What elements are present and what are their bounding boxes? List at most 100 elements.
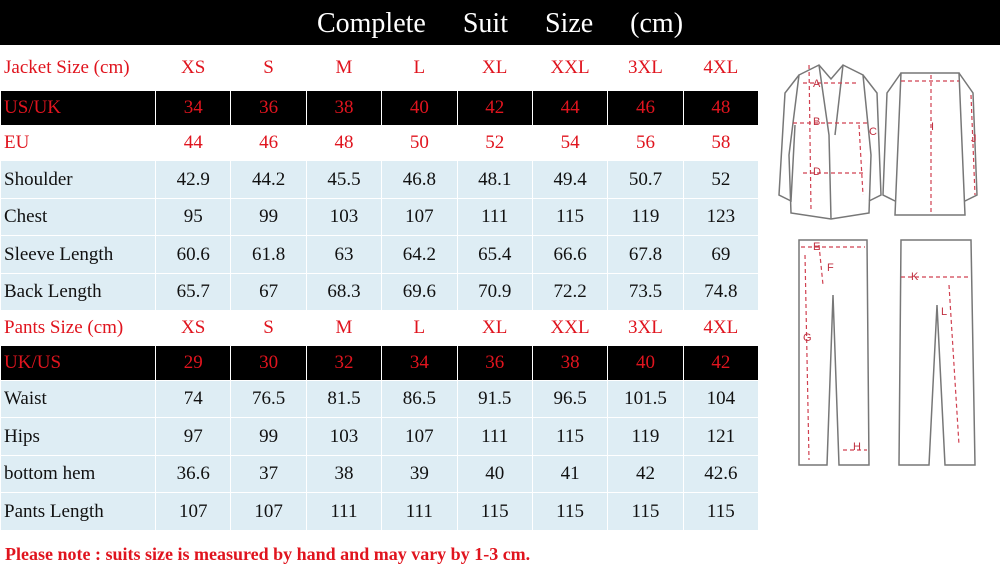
jacket-back <box>882 72 978 216</box>
diagram-label: K <box>911 271 919 283</box>
cell: 46 <box>607 90 684 126</box>
table-row: bottom hem 36.6 37 38 39 40 41 42 42.6 <box>0 455 760 493</box>
cell: 123 <box>682 198 760 236</box>
cell: S <box>230 45 307 91</box>
jacket-front <box>788 64 872 220</box>
cell: 107 <box>381 198 458 236</box>
cell: 42 <box>607 455 684 493</box>
cell: 48.1 <box>456 160 533 199</box>
cell: 76.5 <box>230 380 307 418</box>
row-label: bottom hem <box>0 455 156 493</box>
row-label: Chest <box>0 198 156 236</box>
cell: 107 <box>381 417 458 456</box>
cell: 107 <box>230 492 307 531</box>
cell: 99 <box>230 198 307 236</box>
cell: 40 <box>456 455 533 493</box>
cell: 66.6 <box>531 235 609 274</box>
cell: XXL <box>531 45 609 91</box>
title: Complete Suit Size (cm) <box>0 0 1000 45</box>
cell: 34 <box>154 90 232 126</box>
cell: 46 <box>230 125 307 161</box>
cell: 121 <box>682 417 760 456</box>
cell: 38 <box>305 90 383 126</box>
jacket-sleeve <box>778 74 800 203</box>
cell: 115 <box>531 198 609 236</box>
cell: 44 <box>154 125 232 161</box>
cell: 115 <box>682 492 760 531</box>
jacket-sleeve <box>862 74 882 202</box>
cell: 69.6 <box>381 273 458 311</box>
cell: 58 <box>682 125 760 161</box>
cell: 4XL <box>682 45 760 91</box>
cell: 104 <box>682 380 760 418</box>
cell: 74.8 <box>682 273 760 311</box>
cell: 48 <box>305 125 383 161</box>
cell: 39 <box>381 455 458 493</box>
cell: XL <box>456 45 533 91</box>
cell: 119 <box>607 198 684 236</box>
cell: 36 <box>456 345 533 381</box>
diagram-label: D <box>813 166 821 178</box>
diagram-label: I <box>931 121 934 133</box>
cell: 64.2 <box>381 235 458 274</box>
row-label: UK/US <box>0 345 156 381</box>
cell: 99 <box>230 417 307 456</box>
cell: XXL <box>531 310 609 346</box>
row-label: Jacket Size (cm) <box>0 45 156 91</box>
cell: 111 <box>305 492 383 531</box>
row-label: Shoulder <box>0 160 156 199</box>
cell: 29 <box>154 345 232 381</box>
cell: 36.6 <box>154 455 232 493</box>
cell: 37 <box>230 455 307 493</box>
diagram-label: C <box>869 126 877 138</box>
row-label: Hips <box>0 417 156 456</box>
row-label: Pants Length <box>0 492 156 531</box>
diagram-label: H <box>853 441 861 453</box>
cell: 34 <box>381 345 458 381</box>
diagram-label: J <box>971 133 977 145</box>
note: Please note : suits size is measured by … <box>5 544 531 564</box>
cell: 36 <box>230 90 307 126</box>
cell: 63 <box>305 235 383 274</box>
table-row: Shoulder 42.9 44.2 45.5 46.8 48.1 49.4 50.7 52 <box>0 160 760 199</box>
row-label: Pants Size (cm) <box>0 310 156 346</box>
cell: 95 <box>154 198 232 236</box>
cell: 97 <box>154 417 232 456</box>
cell: 70.9 <box>456 273 533 311</box>
table-row: Chest 95 99 103 107 111 115 119 123 <box>0 198 760 236</box>
row-label: Sleeve Length <box>0 235 156 274</box>
cell: 60.6 <box>154 235 232 274</box>
cell: 73.5 <box>607 273 684 311</box>
cell: 30 <box>230 345 307 381</box>
row-label: US/UK <box>0 90 156 126</box>
cell: XS <box>154 45 232 91</box>
jacket-lapel <box>818 64 844 220</box>
cell: 3XL <box>607 45 684 91</box>
jacket-measure <box>793 64 867 211</box>
pants-back <box>898 239 976 466</box>
diagram-label: F <box>827 262 834 274</box>
cell: 61.8 <box>230 235 307 274</box>
table-row: Back Length 65.7 67 68.3 69.6 70.9 72.2 73.5 74.… <box>0 273 760 311</box>
cell: 103 <box>305 417 383 456</box>
pants-front <box>798 239 870 466</box>
diagram-label: A <box>813 78 821 90</box>
row-label: EU <box>0 125 156 161</box>
cell: 81.5 <box>305 380 383 418</box>
table-row: UK/US 29 30 32 34 36 38 40 42 <box>0 345 760 381</box>
cell: 119 <box>607 417 684 456</box>
cell: 42.6 <box>682 455 760 493</box>
cell: 38 <box>531 345 609 381</box>
cell: L <box>381 45 458 91</box>
cell: 40 <box>381 90 458 126</box>
cell: 54 <box>531 125 609 161</box>
cell: 49.4 <box>531 160 609 199</box>
cell: XL <box>456 310 533 346</box>
cell: 44.2 <box>230 160 307 199</box>
cell: 48 <box>682 90 760 126</box>
table-row: Jacket Size (cm) XS S M L XL XXL 3XL 4XL <box>0 45 760 91</box>
cell: XS <box>154 310 232 346</box>
cell: 115 <box>531 417 609 456</box>
cell: 42 <box>456 90 533 126</box>
table-row: US/UK 34 36 38 40 42 44 46 48 <box>0 90 760 126</box>
